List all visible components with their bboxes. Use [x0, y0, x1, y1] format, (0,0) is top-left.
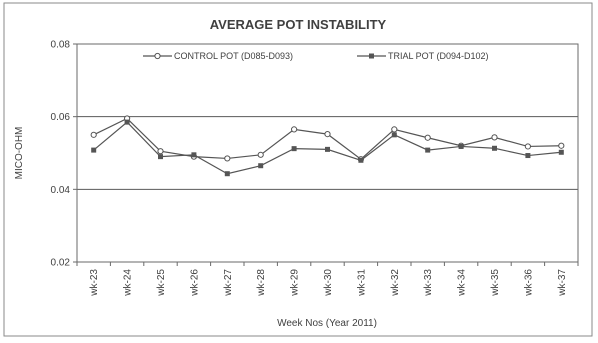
data-point-trial [191, 152, 197, 158]
data-point-trial [224, 171, 230, 177]
legend-label-control: CONTROL POT (D085-D093) [174, 51, 293, 61]
data-point-trial [425, 147, 431, 153]
y-axis-label: MICO-OHM [14, 127, 25, 180]
legend-item-control: CONTROL POT (D085-D093) [143, 51, 293, 61]
y-tick-label: 0.06 [51, 112, 71, 123]
x-axis-ticks: wk-23 wk-24 wk-25 wk-26 wk-27 wk-28 wk-29 wk-30… [76, 262, 579, 297]
y-tick-label: 0.08 [51, 40, 71, 51]
y-axis-ticks: 0.02 0.04 0.06 0.08 [51, 40, 77, 269]
legend: CONTROL POT (D085-D093) TRIAL POT (D094-… [143, 51, 489, 61]
data-point-control [157, 148, 164, 155]
data-point-control [257, 151, 264, 158]
x-tick-label: wk-37 [557, 269, 568, 297]
x-tick-label: wk-35 [490, 269, 501, 297]
x-tick-label: wk-31 [356, 269, 367, 297]
data-point-trial [158, 154, 163, 160]
data-point-trial [391, 132, 397, 138]
x-tick-label: wk-29 [290, 269, 301, 297]
x-tick-label: wk-26 [189, 269, 200, 297]
x-axis-label: Week Nos (Year 2011) [277, 318, 377, 329]
x-tick-label: wk-27 [223, 269, 234, 297]
series-layer [90, 115, 565, 177]
plot-area [76, 43, 579, 263]
data-point-trial [124, 119, 130, 125]
x-tick-label: wk-24 [123, 269, 134, 297]
data-point-control [324, 131, 331, 138]
data-point-trial [458, 143, 464, 149]
x-tick-label: wk-33 [423, 269, 434, 297]
data-point-control [291, 126, 298, 133]
chart-border [3, 2, 593, 337]
legend-label-trial: TRIAL POT (D094-D102) [388, 51, 489, 61]
data-point-control [90, 131, 97, 138]
data-point-trial [525, 153, 531, 159]
legend-marker-trial [369, 53, 374, 59]
x-tick-label: wk-23 [89, 269, 100, 297]
chart-title: AVERAGE POT INSTABILITY [210, 17, 387, 32]
legend-item-trial: TRIAL POT (D094-D102) [357, 51, 489, 61]
data-point-control [558, 142, 565, 149]
x-tick-label: wk-28 [256, 269, 267, 297]
data-point-trial [291, 146, 297, 152]
data-point-trial [558, 149, 564, 155]
gridlines [77, 116, 578, 190]
x-tick-label: wk-30 [323, 269, 334, 297]
y-tick-label: 0.02 [51, 258, 71, 269]
data-point-control [391, 126, 398, 133]
data-point-trial [258, 163, 264, 169]
x-tick-label: wk-25 [156, 269, 167, 297]
x-tick-label: wk-34 [457, 269, 468, 297]
data-point-control [491, 134, 498, 141]
data-point-trial [91, 147, 97, 153]
data-point-trial [492, 145, 497, 151]
data-point-control [524, 143, 532, 150]
x-tick-label: wk-36 [523, 269, 534, 297]
data-point-trial [358, 157, 364, 163]
x-tick-label: wk-32 [390, 269, 401, 297]
y-tick-label: 0.04 [51, 185, 71, 196]
legend-marker-control [154, 52, 161, 60]
data-point-trial [325, 146, 330, 152]
data-point-control [224, 155, 231, 162]
data-point-control [424, 134, 431, 141]
